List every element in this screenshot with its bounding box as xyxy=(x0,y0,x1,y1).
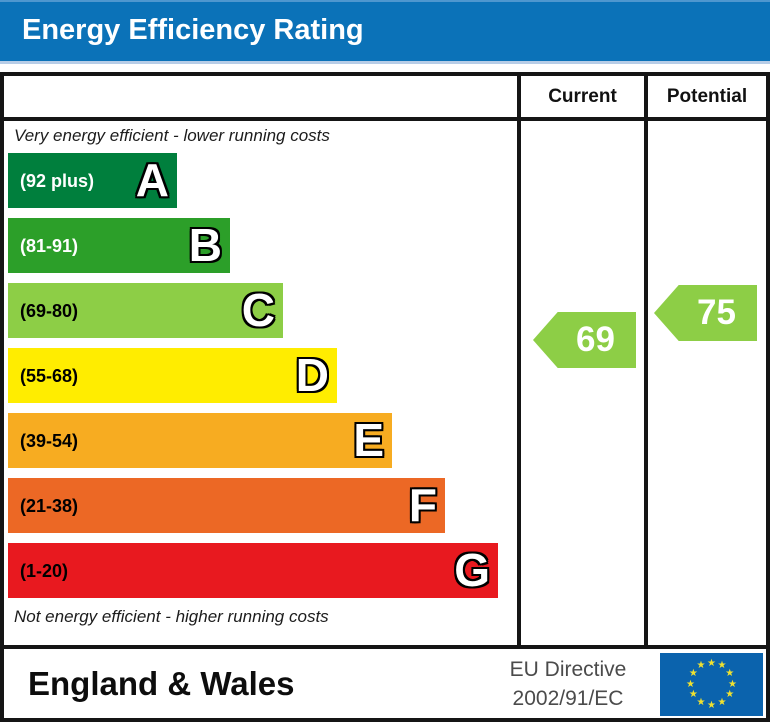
band-range-label: (69-80) xyxy=(20,301,79,321)
potential-column-header: Potential xyxy=(666,86,748,107)
eu-directive-line2: 2002/91/EC xyxy=(512,687,624,710)
band-range-label: (1-20) xyxy=(20,561,69,581)
band-G: (1-20) G xyxy=(8,543,498,598)
page-title: Energy Efficiency Rating xyxy=(22,14,364,46)
footer-row-divider xyxy=(0,645,770,649)
band-range-label: (92 plus) xyxy=(20,171,95,191)
potential-rating-value: 75 xyxy=(697,293,736,332)
eu-flag-star: ★ xyxy=(688,668,698,679)
band-A: (92 plus) A xyxy=(8,153,177,208)
eu-flag-star: ★ xyxy=(686,678,695,690)
potential-column-divider xyxy=(644,72,648,649)
eu-flag-star: ★ xyxy=(717,660,727,672)
band-letter: F xyxy=(408,479,437,531)
eu-flag-star: ★ xyxy=(725,668,735,679)
current-rating-pointer: 69 xyxy=(533,312,636,368)
band-D: (55-68) D xyxy=(8,348,337,403)
eu-flag-star: ★ xyxy=(707,699,716,711)
eu-flag-star: ★ xyxy=(717,696,727,708)
eu-flag-star: ★ xyxy=(725,689,735,700)
band-range-label: (39-54) xyxy=(20,431,79,451)
band-range-label: (55-68) xyxy=(20,366,79,386)
band-letter: B xyxy=(188,219,222,271)
eu-flag-star: ★ xyxy=(696,660,706,672)
eu-flag-star: ★ xyxy=(688,689,698,700)
band-letter: C xyxy=(241,284,275,336)
title-bar: Energy Efficiency Rating xyxy=(0,0,770,64)
current-column-header: Current xyxy=(548,86,617,107)
band-letter: A xyxy=(135,154,169,206)
eu-flag: ★ ★ ★ ★ ★ ★ ★ ★ ★ ★ ★ ★ xyxy=(660,653,763,716)
band-letter: E xyxy=(353,414,384,466)
band-F: (21-38) F xyxy=(8,478,445,533)
band-range-label: (81-91) xyxy=(20,236,79,256)
current-column-divider xyxy=(517,72,521,649)
header-row-divider xyxy=(0,117,770,121)
eu-flag-star: ★ xyxy=(728,678,737,690)
eu-flag-star: ★ xyxy=(707,657,716,669)
band-letter: G xyxy=(454,544,490,596)
region-label: England & Wales xyxy=(28,665,295,702)
eu-directive-label: EU Directive 2002/91/EC xyxy=(486,655,650,713)
current-rating-value: 69 xyxy=(576,320,615,359)
band-letter: D xyxy=(295,349,329,401)
potential-rating-pointer: 75 xyxy=(654,285,757,341)
band-range-label: (21-38) xyxy=(20,496,79,516)
caption-very-efficient: Very energy efficient - lower running co… xyxy=(14,126,330,145)
chart-frame xyxy=(0,72,770,722)
eu-flag-star: ★ xyxy=(696,696,706,708)
band-E: (39-54) E xyxy=(8,413,392,468)
band-C: (69-80) C xyxy=(8,283,283,338)
caption-not-efficient: Not energy efficient - higher running co… xyxy=(14,607,329,626)
eu-directive-line1: EU Directive xyxy=(509,658,627,681)
band-B: (81-91) B xyxy=(8,218,230,273)
